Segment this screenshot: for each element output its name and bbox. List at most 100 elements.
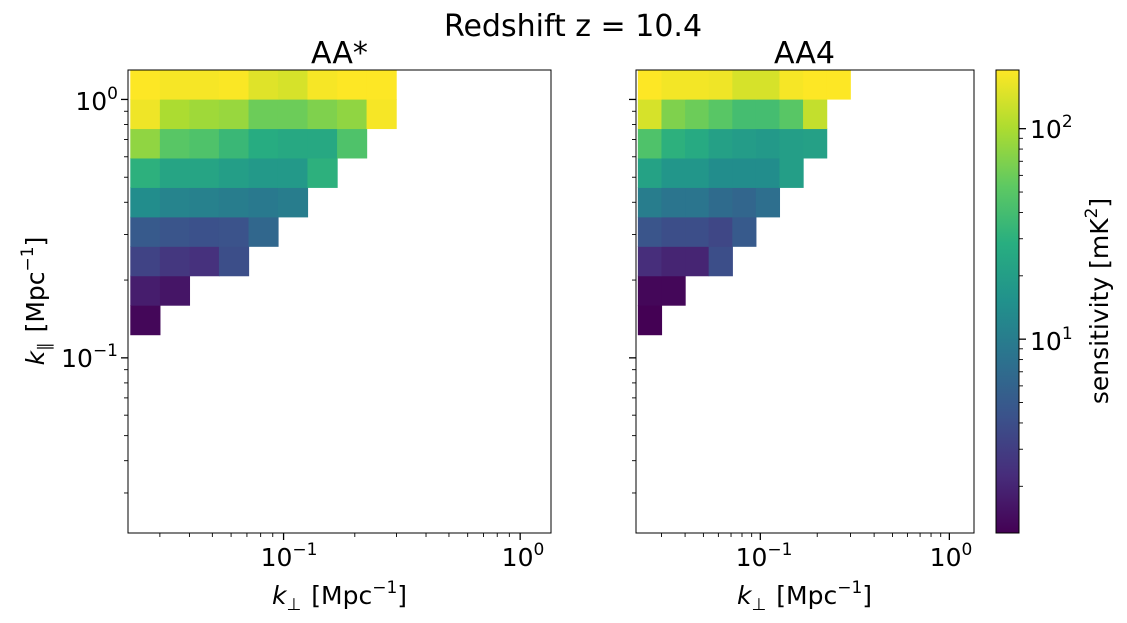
- y-tick-label: 10−1: [61, 341, 118, 373]
- heatmap-cell: [189, 157, 220, 188]
- heatmap-cell: [685, 128, 710, 159]
- heatmap-cell: [779, 69, 804, 100]
- heatmap-cell: [661, 216, 686, 247]
- heatmap-cell: [685, 216, 710, 247]
- heatmap-cell: [337, 128, 368, 159]
- heatmap-cell: [732, 69, 757, 100]
- heatmap-cell: [277, 128, 309, 159]
- heatmap-cell: [685, 246, 710, 277]
- heatmap-cell: [637, 128, 663, 159]
- heatmap-cell: [803, 99, 828, 130]
- heatmap-cell: [755, 69, 781, 100]
- x-tick-label: 100: [502, 540, 545, 572]
- heatmap-cell: [189, 99, 220, 130]
- heatmap-cell: [307, 99, 338, 130]
- heatmap-cell: [732, 128, 757, 159]
- heatmap-cell: [218, 216, 250, 247]
- heatmap-cell: [779, 128, 804, 159]
- heatmap-cell: [803, 128, 828, 159]
- heatmap-cell: [130, 99, 161, 130]
- heatmap-cell: [708, 246, 733, 277]
- colorbar: 101 102 sensitivity [mK2]: [995, 69, 1114, 534]
- heatmap-cell: [637, 99, 663, 130]
- heatmap-cell: [130, 305, 161, 336]
- heatmap-cell: [732, 187, 757, 218]
- heatmap-cell: [277, 157, 309, 188]
- heatmap-cell: [685, 157, 710, 188]
- heatmap-cell: [661, 99, 686, 130]
- heatmap-cell: [637, 246, 663, 277]
- heatmap-cell: [130, 187, 161, 218]
- heatmap-cell: [307, 128, 338, 159]
- heatmap-cell: [130, 246, 161, 277]
- heatmap-cell: [307, 69, 338, 100]
- heatmap-cell: [218, 157, 250, 188]
- heatmap-cell: [277, 187, 309, 218]
- heatmap-cell: [661, 69, 686, 100]
- heatmap-cell: [218, 128, 250, 159]
- panel-title: AA*: [311, 36, 368, 71]
- heatmap-cell: [248, 69, 279, 100]
- heatmap-cell: [218, 187, 250, 218]
- heatmap-cell: [637, 157, 663, 188]
- colorbar-tick-label: 101: [1030, 324, 1073, 356]
- heatmap-cell: [685, 99, 710, 130]
- axis-ticks: [629, 98, 951, 540]
- x-axis-label: k⊥ [Mpc−1]: [272, 578, 407, 615]
- heatmap-cell: [218, 99, 250, 130]
- heatmap-cell: [661, 246, 686, 277]
- heatmap-cell: [189, 246, 220, 277]
- heatmap-cell: [337, 99, 368, 130]
- heatmap-cell: [277, 99, 309, 130]
- heatmap-cell: [661, 157, 686, 188]
- x-tick-label: 100: [930, 540, 973, 572]
- heatmap-cell: [708, 187, 733, 218]
- heatmap-cell: [779, 157, 804, 188]
- colorbar-tick-label: 102: [1030, 112, 1073, 144]
- heatmap-cell: [637, 275, 663, 306]
- heatmap-cell: [277, 69, 309, 100]
- heatmap-cell: [159, 157, 191, 188]
- heatmap-cell: [685, 187, 710, 218]
- heatmap-cell: [732, 216, 757, 247]
- heatmap-cell: [130, 157, 161, 188]
- heatmap-cell: [755, 128, 781, 159]
- heatmap-cell: [218, 69, 250, 100]
- heatmap-cell: [661, 187, 686, 218]
- colorbar-gradient: [995, 69, 1020, 534]
- colorbar-label: sensitivity [mK2]: [1082, 198, 1114, 404]
- heatmap-cell: [803, 69, 828, 100]
- heatmap-cell: [637, 216, 663, 247]
- panel-aa4: AA4 10−1 100 k⊥ [Mpc−1]: [629, 36, 975, 615]
- heatmap-cell: [189, 69, 220, 100]
- heatmap-cell: [248, 187, 279, 218]
- heatmap-cell: [248, 128, 279, 159]
- heatmap-cell: [130, 275, 161, 306]
- heatmap-cell: [189, 187, 220, 218]
- plot-frame: [635, 69, 975, 534]
- heatmap-cell: [732, 99, 757, 130]
- heatmap-cell: [732, 157, 757, 188]
- heatmap-cell: [159, 69, 191, 100]
- panel-aa-star: AA* 10−1 100 10−1 100 k⊥ [Mpc−1] k∥[Mpc−1…: [18, 36, 552, 615]
- heatmap-cell: [366, 99, 397, 130]
- x-tick-label: 10−1: [261, 540, 318, 572]
- heatmap-cell: [248, 99, 279, 130]
- heatmap-cell: [661, 275, 686, 306]
- heatmap-cell: [248, 157, 279, 188]
- heatmap-cell: [159, 246, 191, 277]
- heatmap-cell: [637, 305, 663, 336]
- heatmap-cell: [189, 216, 220, 247]
- heatmap-cell: [130, 216, 161, 247]
- heatmap-cell: [248, 216, 279, 247]
- heatmap-cell: [159, 128, 191, 159]
- heatmap-cell: [307, 157, 338, 188]
- y-tick-label: 100: [75, 84, 118, 116]
- heatmap-cell: [159, 275, 191, 306]
- heatmap-cells: [130, 69, 397, 336]
- heatmap-cell: [159, 216, 191, 247]
- heatmap-cell: [218, 246, 250, 277]
- heatmap-cell: [708, 128, 733, 159]
- heatmap-cell: [685, 69, 710, 100]
